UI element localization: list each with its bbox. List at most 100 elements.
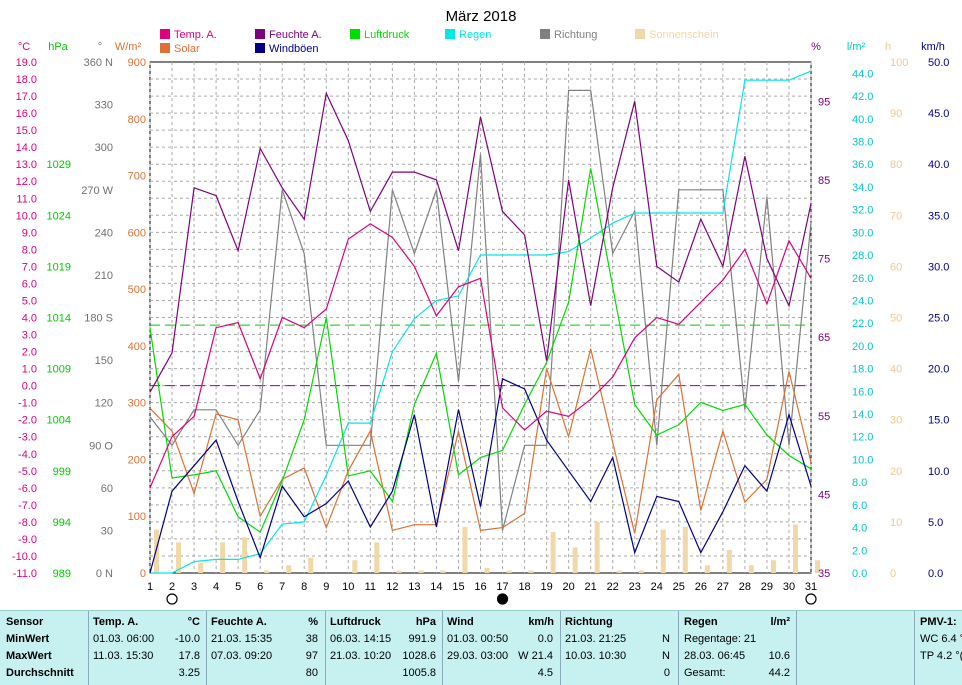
axis-tick-temp: -9.0 xyxy=(18,534,37,546)
axis-tick-rain: 8.0 xyxy=(852,477,867,489)
axis-tick-wind: 5.0 xyxy=(928,517,943,529)
row-label-avg: Durchschnitt xyxy=(6,667,74,679)
humidity-header: Feuchte A. xyxy=(211,616,267,628)
pressure-max-time: 21.03. 10:20 xyxy=(330,650,392,662)
axis-tick-sun: 80 xyxy=(890,159,902,171)
axis-tick-temp: -10.0 xyxy=(12,551,37,563)
sunshine-bars xyxy=(154,521,820,573)
sunshine-bar xyxy=(308,557,314,573)
axis-tick-rain: 36.0 xyxy=(852,159,873,171)
temp-max-time: 11.03. 15:30 xyxy=(93,650,154,662)
axis-tick-sun: 100 xyxy=(890,57,908,69)
rain-header: Regen xyxy=(684,616,718,628)
axis-tick-solar: 700 xyxy=(128,171,146,183)
legend-label: Feuchte A. xyxy=(269,29,322,41)
pmv-header: PMV-1: xyxy=(920,616,957,628)
sunshine-bar xyxy=(374,542,380,573)
x-tick-label: 20 xyxy=(563,581,575,593)
axis-tick-temp: -4.0 xyxy=(18,449,37,461)
x-tick-label: 4 xyxy=(213,581,219,593)
axis-tick-pressure: 1024 xyxy=(47,210,71,222)
x-tick-label: 26 xyxy=(695,581,707,593)
x-tick-label: 25 xyxy=(673,581,685,593)
axis-tick-temp: 10.0 xyxy=(16,210,37,222)
axis-tick-direction: 300 xyxy=(95,142,113,154)
axis-tick-temp: 14.0 xyxy=(16,142,37,154)
axis-tick-humidity: 45 xyxy=(818,489,830,501)
humidity-min-time: 21.03. 15:35 xyxy=(211,633,273,645)
sunshine-bar xyxy=(594,521,600,573)
moon-phase-icon xyxy=(166,593,178,605)
legend-swatch xyxy=(540,29,550,39)
legend-label: Richtung xyxy=(554,29,597,41)
x-tick-label: 31 xyxy=(805,581,817,593)
axis-tick-temp: 8.0 xyxy=(22,244,37,256)
axis-tick-solar: 100 xyxy=(128,511,146,523)
sunshine-bar xyxy=(770,560,776,573)
axis-tick-humidity: 55 xyxy=(818,411,830,423)
axis-tick-direction: 30 xyxy=(101,525,113,537)
pressure-max: 1028.6 xyxy=(402,650,436,662)
axis-tick-temp: 18.0 xyxy=(16,74,37,86)
x-tick-label: 18 xyxy=(518,581,530,593)
series-line-temp-a xyxy=(149,223,812,489)
sunshine-bar xyxy=(704,565,710,573)
x-tick-label: 1 xyxy=(147,581,153,593)
wind-max: W 21.4 xyxy=(518,650,553,662)
sunshine-bar xyxy=(506,570,512,573)
axis-tick-rain: 24.0 xyxy=(852,295,873,307)
axis-tick-wind: 10.0 xyxy=(928,466,949,478)
axis-tick-rain: 6.0 xyxy=(852,500,867,512)
wind-unit: km/h xyxy=(528,616,554,628)
x-tick-label: 16 xyxy=(474,581,486,593)
axis-tick-solar: 0 xyxy=(140,568,146,580)
axis-header-pressure: hPa xyxy=(48,41,68,53)
axis-tick-temp: 16.0 xyxy=(16,108,37,120)
chart-title: März 2018 xyxy=(446,8,517,25)
axis-tick-pressure: 1009 xyxy=(47,364,71,376)
axis-tick-rain: 26.0 xyxy=(852,273,873,285)
axis-header-sun: h xyxy=(885,41,891,53)
reference-lines xyxy=(150,324,811,387)
axis-tick-humidity: 85 xyxy=(818,175,830,187)
axis-tick-sun: 70 xyxy=(890,210,902,222)
rain-max: 10.6 xyxy=(768,650,790,662)
sunshine-bar xyxy=(264,570,270,573)
direction-max: N xyxy=(662,650,670,662)
direction-max-time: 10.03. 10:30 xyxy=(565,650,627,662)
moon-phase-icon xyxy=(496,593,509,605)
axis-tick-temp: 1.0 xyxy=(22,364,37,376)
x-tick-label: 24 xyxy=(651,581,663,593)
rain-total-label: Gesamt: xyxy=(684,667,726,679)
x-tick-label: 7 xyxy=(279,581,285,593)
wind-avg: 4.5 xyxy=(537,667,553,679)
axis-tick-sun: 20 xyxy=(890,466,902,478)
axis-tick-temp: -5.0 xyxy=(18,466,37,478)
temp-avg: 3.25 xyxy=(178,667,200,679)
series-line-solar xyxy=(149,348,812,534)
legend-swatch xyxy=(160,43,170,53)
weather-chart: März 2018 Temp. A. Feuchte A. Luftdruck Reg… xyxy=(12,8,949,605)
axis-tick-solar: 400 xyxy=(128,341,146,353)
axis-header-rain: l/m² xyxy=(847,41,866,53)
pressure-header: Luftdruck xyxy=(330,616,381,628)
axis-tick-solar: 300 xyxy=(128,398,146,410)
axis-header-wind: km/h xyxy=(921,41,945,53)
series-line-feuchte-a xyxy=(149,91,812,393)
x-tick-label: 15 xyxy=(452,581,464,593)
x-tick-label: 13 xyxy=(408,581,420,593)
legend-swatch xyxy=(255,43,265,53)
axis-tick-direction: 150 xyxy=(95,355,113,367)
series-lines xyxy=(149,70,812,574)
pressure-min-time: 06.03. 14:15 xyxy=(330,633,392,645)
rain-days: Regentage: 21 xyxy=(684,633,757,645)
rain-total: 44.2 xyxy=(768,667,790,679)
sunshine-bar xyxy=(176,542,182,573)
series-line-windböen xyxy=(149,377,812,574)
axis-tick-temp: -1.0 xyxy=(18,398,37,410)
axis-tick-rain: 2.0 xyxy=(852,545,867,557)
axis-tick-temp: 19.0 xyxy=(16,57,37,69)
sunshine-bar xyxy=(792,524,798,573)
legend-label: Sonnenschein xyxy=(649,29,719,41)
axis-tick-temp: 5.0 xyxy=(22,295,37,307)
